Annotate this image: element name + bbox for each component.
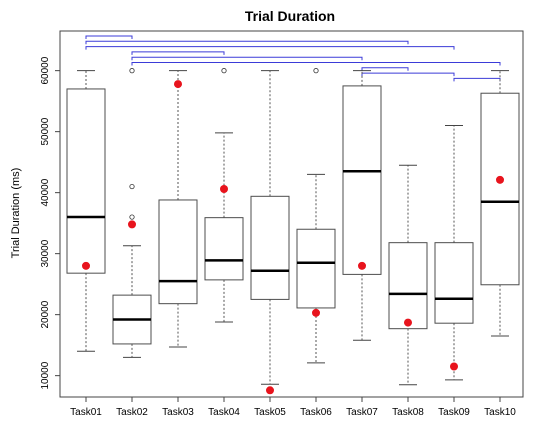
- box-task04: [204, 68, 244, 323]
- mean-marker: [220, 184, 228, 193]
- y-tick-label: 50000: [40, 117, 51, 145]
- y-tick-label: 20000: [40, 300, 51, 328]
- significance-bracket: [85, 46, 455, 50]
- chart-title: Trial Duration: [245, 8, 335, 24]
- x-tick-label: Task05: [254, 407, 286, 418]
- mean-marker: [312, 308, 320, 317]
- box-task09: [434, 125, 474, 381]
- box-task01: [66, 70, 106, 352]
- box-task08: [388, 164, 428, 386]
- x-tick-label: Task04: [208, 407, 240, 418]
- y-axis-label: Trial Duration (ms): [10, 168, 22, 259]
- mean-marker: [82, 261, 90, 270]
- outlier-point: [129, 214, 135, 220]
- x-tick-label: Task09: [438, 407, 470, 418]
- mean-marker: [450, 362, 458, 371]
- box-task07: [342, 70, 382, 341]
- mean-marker: [174, 80, 182, 89]
- box-task05: [250, 70, 290, 395]
- box-task02: [112, 68, 152, 358]
- significance-bracket: [85, 40, 409, 45]
- box-iqr: [342, 85, 382, 275]
- box-iqr: [434, 242, 474, 324]
- mean-marker: [128, 220, 136, 229]
- mean-marker: [358, 261, 366, 270]
- y-tick-label: 40000: [40, 178, 51, 206]
- y-axis: 10000 20000 30000 40000 50000 60000: [40, 56, 61, 390]
- significance-bracket: [361, 67, 409, 71]
- mean-marker: [266, 386, 274, 395]
- box-task06: [296, 68, 336, 364]
- outlier-point: [129, 183, 135, 190]
- significance-brackets: [85, 35, 501, 82]
- outlier-point: [129, 68, 135, 74]
- x-tick-label: Task10: [484, 407, 516, 418]
- x-tick-label: Task06: [300, 407, 332, 418]
- significance-bracket: [453, 77, 501, 82]
- x-tick-label: Task08: [392, 407, 424, 418]
- box-iqr: [204, 217, 244, 281]
- box-iqr: [388, 242, 428, 330]
- box-task03: [158, 70, 198, 348]
- box-iqr: [480, 92, 520, 286]
- y-tick-label: 30000: [40, 239, 51, 267]
- outlier-point: [221, 68, 227, 74]
- y-tick-label: 10000: [40, 361, 51, 389]
- box-iqr: [250, 195, 290, 300]
- significance-bracket: [131, 51, 225, 55]
- box-iqr: [158, 199, 198, 305]
- box-series: [66, 68, 520, 395]
- y-tick-label: 60000: [40, 56, 51, 84]
- box-iqr: [296, 228, 336, 309]
- outlier-point: [313, 68, 319, 74]
- mean-marker: [496, 175, 504, 184]
- mean-marker: [404, 318, 412, 327]
- x-tick-label: Task02: [116, 407, 148, 418]
- x-tick-label: Task07: [346, 407, 378, 418]
- x-axis: Task01 Task02 Task03 Task04 Task05 Task06 Task…: [70, 397, 516, 418]
- significance-bracket: [131, 56, 363, 61]
- significance-bracket: [85, 35, 133, 39]
- x-tick-label: Task01: [70, 407, 102, 418]
- box-task10: [480, 70, 520, 337]
- significance-bracket: [361, 72, 455, 77]
- x-tick-label: Task03: [162, 407, 194, 418]
- box-iqr: [66, 88, 106, 274]
- significance-bracket: [131, 62, 501, 66]
